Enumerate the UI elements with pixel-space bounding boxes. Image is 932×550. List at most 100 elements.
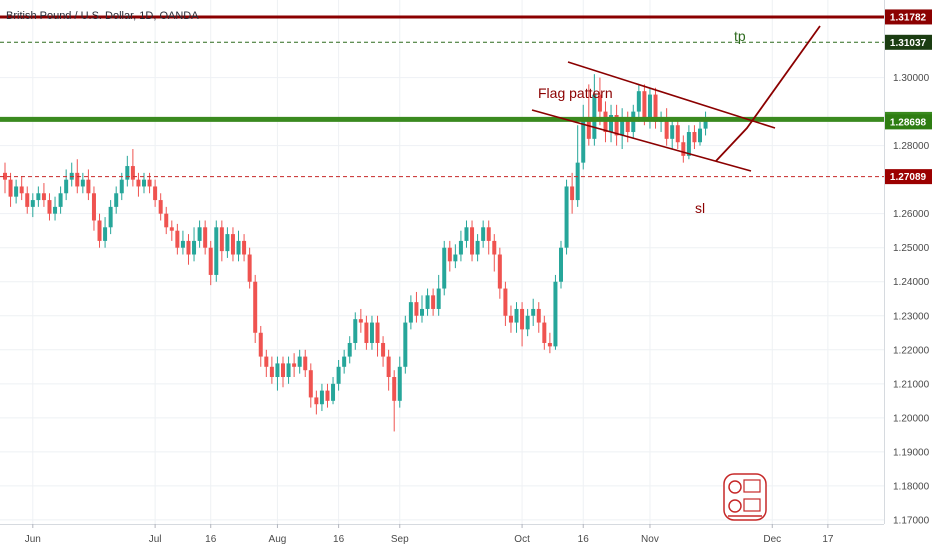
candle[interactable]	[164, 206, 169, 235]
candle[interactable]	[208, 240, 213, 286]
candle[interactable]	[520, 302, 525, 347]
candle[interactable]	[447, 240, 452, 272]
candle[interactable]	[103, 217, 108, 248]
candle[interactable]	[158, 193, 163, 221]
candle[interactable]	[681, 135, 686, 163]
candle[interactable]	[431, 288, 436, 316]
candle[interactable]	[581, 104, 586, 170]
candle[interactable]	[264, 349, 269, 378]
candle[interactable]	[375, 315, 380, 357]
candle[interactable]	[169, 220, 174, 241]
candle[interactable]	[369, 315, 374, 350]
candle[interactable]	[192, 227, 197, 262]
candle[interactable]	[153, 179, 158, 207]
candle[interactable]	[703, 111, 708, 136]
candle[interactable]	[614, 104, 619, 146]
candle[interactable]	[119, 172, 124, 201]
candle[interactable]	[381, 336, 386, 367]
candle[interactable]	[269, 356, 274, 384]
candle[interactable]	[3, 162, 7, 194]
candle[interactable]	[58, 186, 63, 214]
candle[interactable]	[114, 186, 119, 214]
candle[interactable]	[242, 234, 247, 262]
candle[interactable]	[403, 315, 408, 374]
candle[interactable]	[442, 240, 447, 296]
candle[interactable]	[86, 169, 91, 201]
candle[interactable]	[214, 220, 219, 282]
candle[interactable]	[425, 288, 430, 316]
candle[interactable]	[203, 220, 208, 255]
candle[interactable]	[253, 274, 258, 343]
candle[interactable]	[64, 169, 69, 201]
candle[interactable]	[230, 227, 235, 262]
candle[interactable]	[314, 390, 319, 415]
candle[interactable]	[175, 223, 180, 255]
candle[interactable]	[236, 230, 241, 262]
candle[interactable]	[47, 193, 52, 221]
candle[interactable]	[358, 308, 363, 333]
candle[interactable]	[559, 240, 563, 289]
candle[interactable]	[386, 349, 391, 391]
candle[interactable]	[19, 176, 24, 201]
candle[interactable]	[670, 118, 675, 150]
candle[interactable]	[458, 230, 463, 262]
candle[interactable]	[80, 172, 85, 194]
candle[interactable]	[353, 312, 358, 350]
candle[interactable]	[247, 247, 252, 289]
candle[interactable]	[636, 84, 641, 122]
candle[interactable]	[453, 244, 458, 269]
candle[interactable]	[292, 353, 297, 378]
candle[interactable]	[492, 234, 497, 272]
projection-line[interactable]	[715, 25, 821, 162]
candle[interactable]	[91, 186, 96, 231]
candle[interactable]	[464, 220, 469, 248]
candle[interactable]	[97, 213, 102, 248]
candle[interactable]	[564, 179, 569, 255]
candle[interactable]	[108, 200, 113, 235]
candle[interactable]	[30, 193, 35, 218]
candle[interactable]	[41, 183, 46, 207]
candle[interactable]	[8, 172, 13, 207]
candle[interactable]	[14, 179, 19, 204]
candle[interactable]	[347, 336, 352, 364]
candle[interactable]	[125, 155, 130, 187]
candle[interactable]	[586, 84, 591, 146]
candle[interactable]	[219, 220, 224, 262]
candle[interactable]	[364, 315, 369, 350]
candle[interactable]	[258, 325, 263, 367]
candle[interactable]	[664, 108, 669, 146]
candle[interactable]	[692, 125, 697, 150]
candle[interactable]	[542, 315, 547, 350]
candle[interactable]	[25, 186, 30, 214]
candle[interactable]	[497, 247, 502, 299]
candle[interactable]	[553, 274, 558, 350]
candle[interactable]	[303, 349, 308, 378]
candle[interactable]	[297, 349, 302, 374]
candle[interactable]	[609, 104, 614, 143]
candle[interactable]	[514, 302, 519, 333]
price-axis[interactable]: 1.17000 1.18000 1.19000 1.20000 1.21000 1.220…	[893, 73, 930, 526]
candle[interactable]	[197, 220, 202, 248]
candle[interactable]	[308, 363, 313, 408]
candle[interactable]	[503, 281, 508, 326]
candle[interactable]	[525, 308, 530, 337]
candle[interactable]	[275, 356, 280, 391]
candle[interactable]	[392, 370, 397, 432]
candle[interactable]	[675, 118, 680, 150]
candle[interactable]	[325, 383, 330, 408]
candle[interactable]	[470, 220, 475, 262]
candle[interactable]	[336, 359, 341, 391]
candle[interactable]	[53, 196, 58, 221]
candle[interactable]	[36, 186, 41, 207]
candle[interactable]	[136, 172, 141, 197]
candle[interactable]	[286, 356, 291, 384]
flag-lower-line[interactable]	[531, 109, 752, 172]
candle[interactable]	[536, 302, 541, 333]
candle[interactable]	[225, 227, 230, 258]
candle[interactable]	[342, 349, 347, 374]
candle[interactable]	[620, 108, 625, 150]
candle[interactable]	[408, 295, 413, 330]
flag-upper-line[interactable]	[567, 61, 776, 129]
candle[interactable]	[592, 74, 597, 146]
